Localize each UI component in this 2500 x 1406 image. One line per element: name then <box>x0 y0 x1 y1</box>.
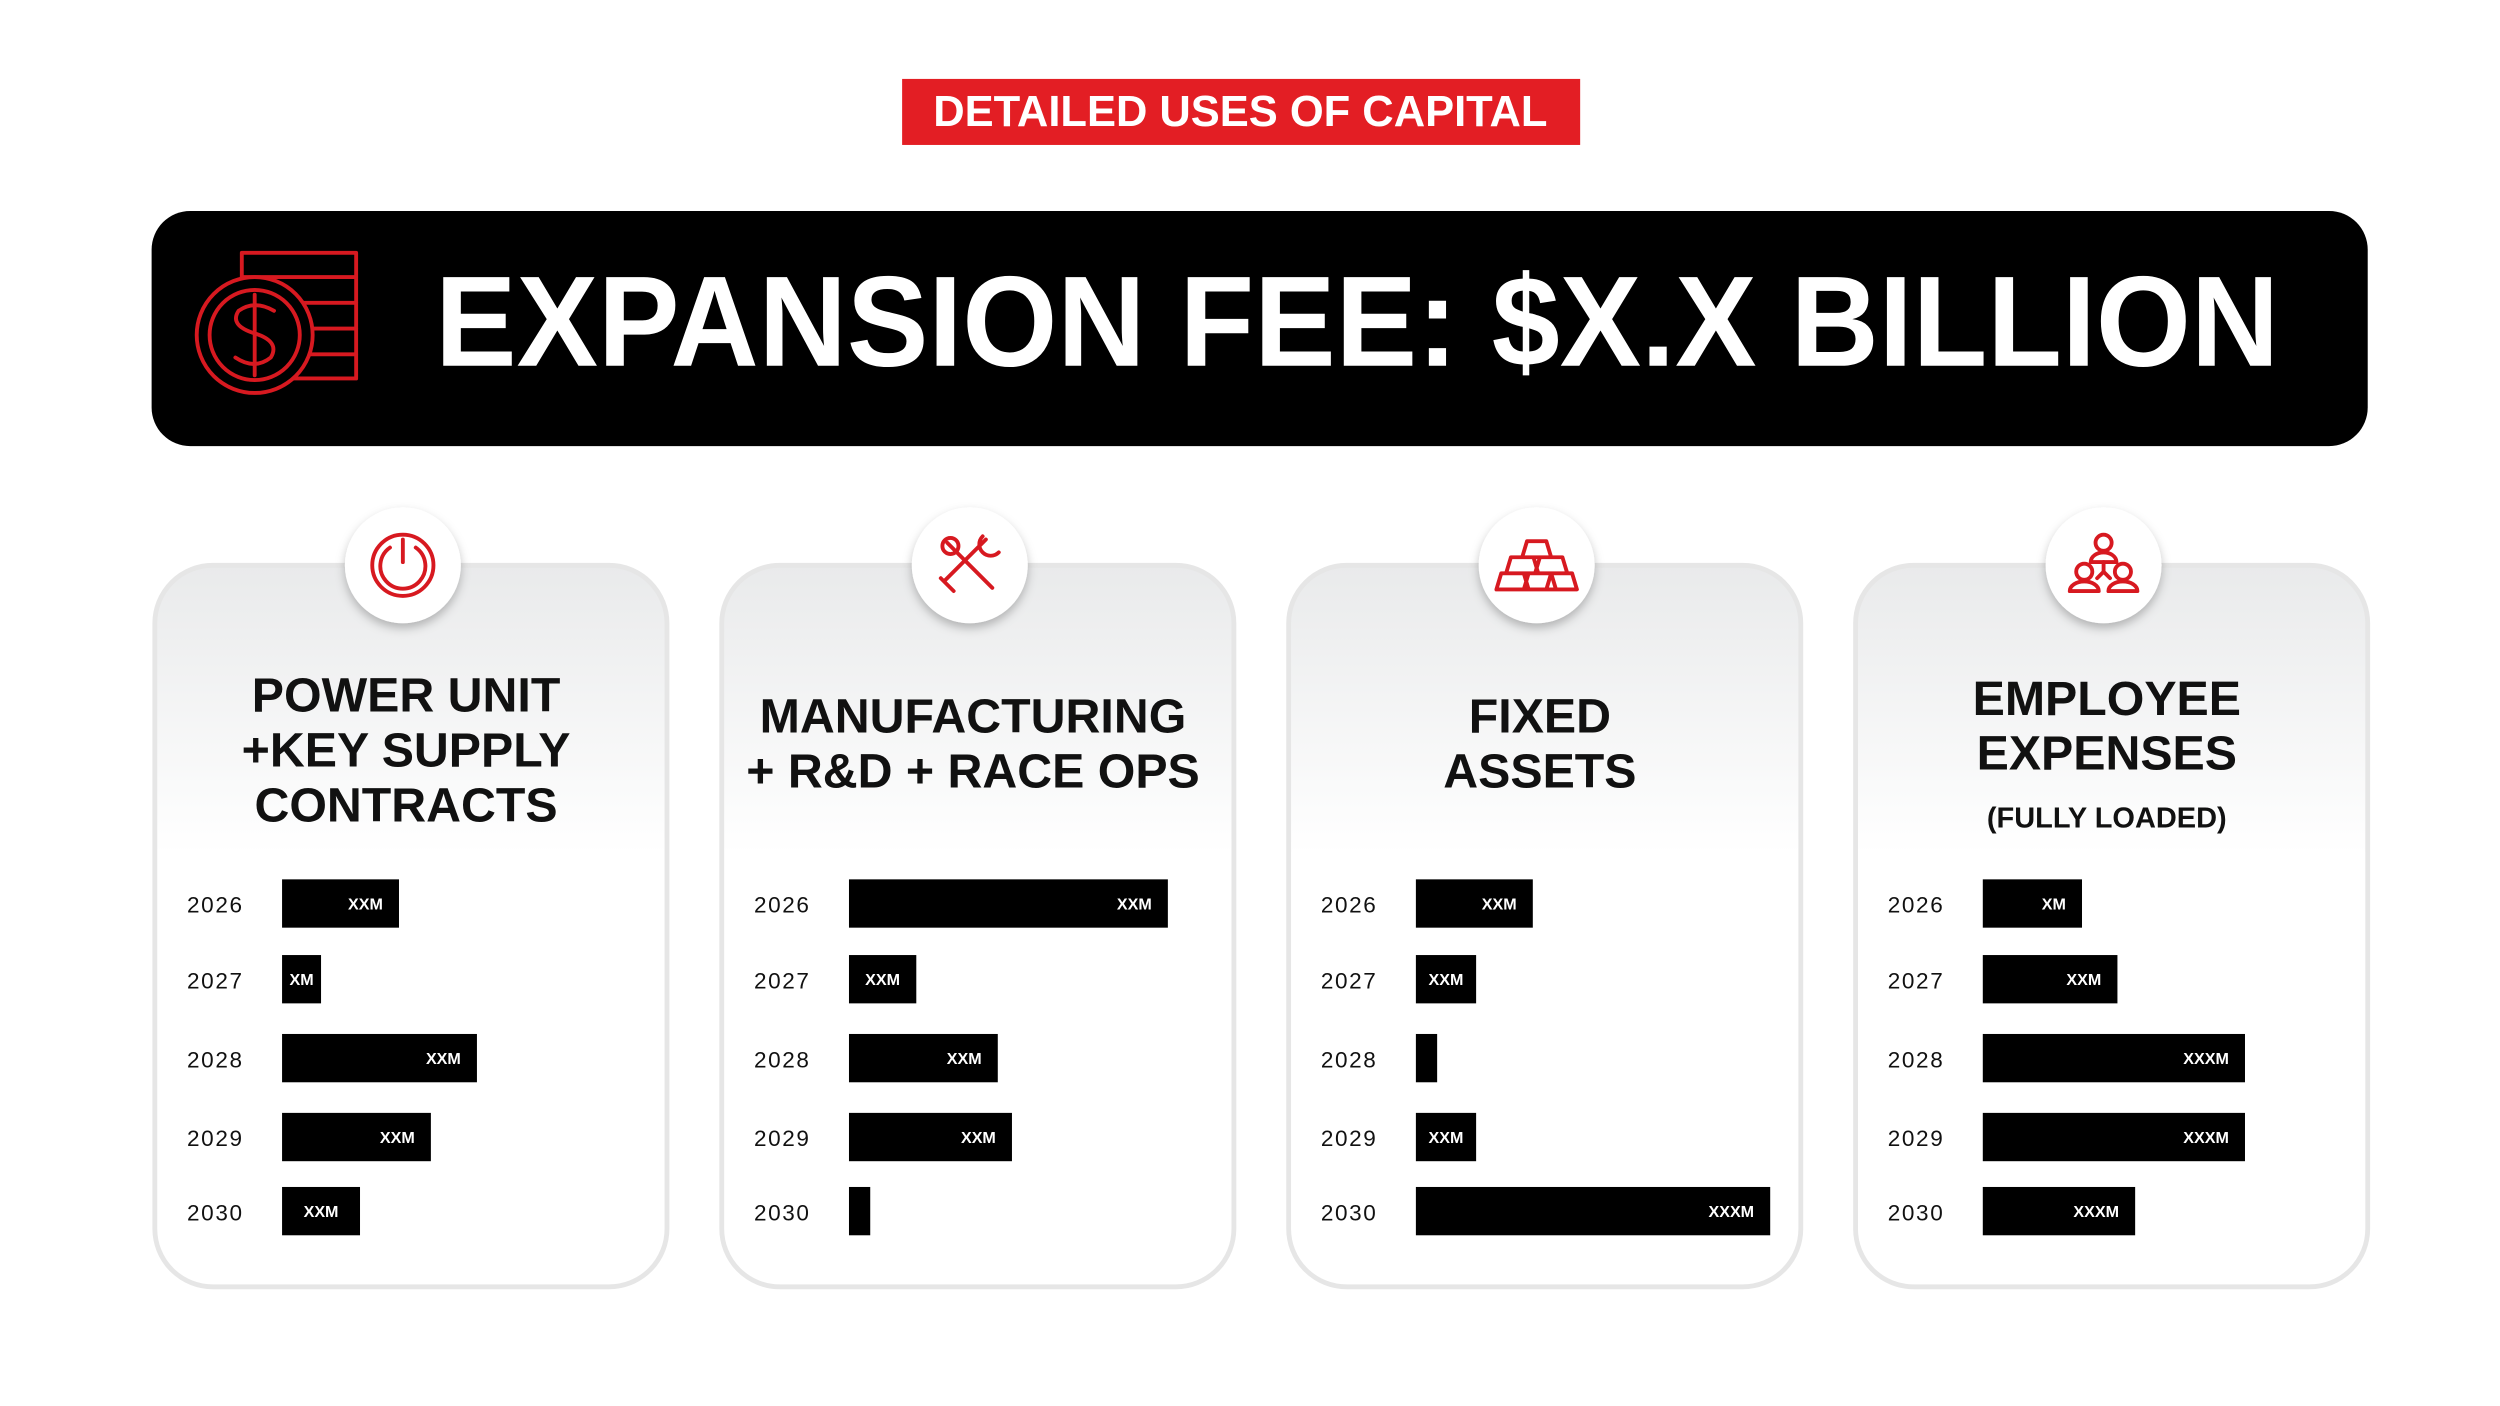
icon-part <box>940 535 961 556</box>
bar <box>848 955 917 1004</box>
bar <box>848 1186 871 1236</box>
bar <box>1415 1186 1771 1236</box>
icon-part <box>1494 539 1579 592</box>
card-subtitle: (FULLY LOADED) <box>1987 802 2227 834</box>
year-label: 2027 <box>1888 968 1945 993</box>
bar-value-label: XXM <box>380 1129 415 1147</box>
year-label: 2027 <box>1321 968 1378 993</box>
bar <box>1982 1033 2245 1083</box>
year-label: 2029 <box>1888 1126 1945 1151</box>
bar <box>282 1186 361 1236</box>
icon-part <box>2088 550 2119 565</box>
card-title: EXPENSES <box>1977 727 2237 781</box>
main-title: EXPANSION FEE: $X.X BILLION <box>435 250 2279 394</box>
bar <box>1415 879 1533 928</box>
year-label: 2027 <box>754 968 811 993</box>
money-icon <box>194 250 359 395</box>
bar <box>1415 955 1477 1004</box>
year-label: 2028 <box>187 1047 244 1072</box>
year-label: 2026 <box>1321 893 1378 918</box>
tag-background <box>902 78 1581 145</box>
icon-part <box>2106 579 2140 594</box>
year-label: 2030 <box>1888 1200 1945 1225</box>
card-icon <box>370 532 436 598</box>
year-label: 2029 <box>187 1126 244 1151</box>
year-label: 2030 <box>1321 1200 1378 1225</box>
bar <box>1982 955 2118 1004</box>
icon-part <box>938 534 1001 594</box>
bar <box>1982 879 2083 928</box>
bar <box>282 1033 477 1083</box>
icon-part <box>378 545 428 591</box>
bar-value-label: XM <box>2042 895 2066 913</box>
bar <box>1982 1186 2136 1236</box>
bar-value-label: XXM <box>961 1129 996 1147</box>
card-icon <box>1494 539 1579 592</box>
card-title: EMPLOYEE <box>1973 672 2241 726</box>
bar-value-label: XXM <box>426 1050 461 1068</box>
bar <box>282 955 322 1004</box>
card: MANUFACTURING+ R&D + RACE OPS 2026 XXM 2027… <box>719 507 1237 1290</box>
card-icon <box>938 534 1001 594</box>
card-title: ASSETS <box>1443 744 1636 798</box>
bar <box>848 879 1168 928</box>
bar-value-label: XXXM <box>1708 1203 1754 1221</box>
bar-value-label: XXXM <box>2183 1050 2229 1068</box>
year-label: 2028 <box>754 1047 811 1072</box>
bar <box>1982 1112 2245 1162</box>
bar-value-label: XXM <box>348 895 383 913</box>
year-label: 2026 <box>187 893 244 918</box>
bar <box>848 1033 998 1083</box>
card-title: FIXED <box>1469 690 1611 744</box>
bar-value-label: XXXM <box>2073 1203 2119 1221</box>
icon-part <box>2095 560 2112 581</box>
year-label: 2028 <box>1888 1047 1945 1072</box>
icon-badge <box>344 507 461 624</box>
year-label: 2026 <box>754 893 811 918</box>
icon-part <box>370 532 436 598</box>
bar-value-label: XXM <box>1117 895 1152 913</box>
title-banner <box>151 210 2368 447</box>
bar <box>282 879 399 928</box>
bar <box>1415 1112 1477 1162</box>
card-icon <box>2067 532 2140 594</box>
bar <box>282 1112 431 1162</box>
card-title: POWER UNIT <box>252 669 561 723</box>
bar-value-label: XM <box>289 971 313 989</box>
bar-value-label: XXM <box>2066 971 2101 989</box>
year-label: 2026 <box>1888 893 1945 918</box>
bar-value-label: XXXM <box>2183 1129 2229 1147</box>
year-label: 2030 <box>754 1200 811 1225</box>
bar-value-label: XXM <box>304 1203 339 1221</box>
bar <box>848 1112 1012 1162</box>
bar-value-label: XXM <box>1482 895 1517 913</box>
card-title: + R&D + RACE OPS <box>746 744 1200 798</box>
bar-value-label: XXM <box>947 1050 982 1068</box>
bar <box>1415 1033 1438 1083</box>
year-label: 2028 <box>1321 1047 1378 1072</box>
card-title: +KEY SUPPLY <box>242 723 571 777</box>
year-label: 2029 <box>1321 1126 1378 1151</box>
card-title: MANUFACTURING <box>760 690 1187 744</box>
icon-part <box>2067 579 2101 594</box>
bar-value-label: XXM <box>1429 1129 1464 1147</box>
year-label: 2029 <box>754 1126 811 1151</box>
bar-value-label: XXM <box>865 971 900 989</box>
bar-value-label: XXM <box>1429 971 1464 989</box>
card-background <box>1286 562 1804 1290</box>
year-label: 2027 <box>187 968 244 993</box>
year-label: 2030 <box>187 1200 244 1225</box>
card-title: CONTRACTS <box>254 778 557 832</box>
tag: DETAILED USES OF CAPITAL <box>933 88 1547 136</box>
